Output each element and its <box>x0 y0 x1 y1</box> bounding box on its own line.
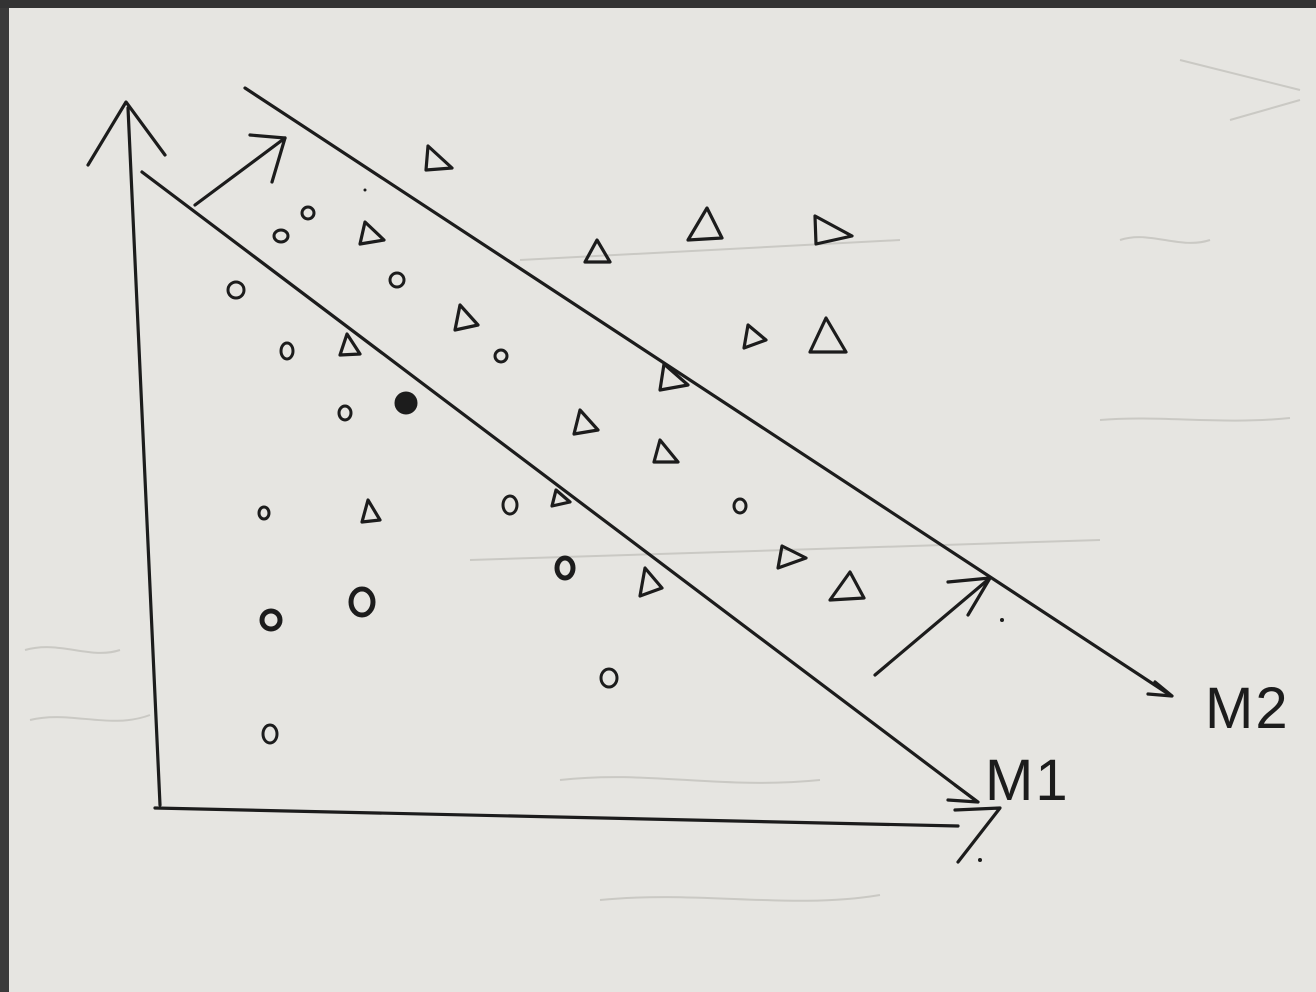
triangle-sample <box>424 144 454 172</box>
triangle-sample <box>686 206 724 242</box>
bleed-through-marks <box>24 59 1301 902</box>
shift-arrow-upper-head <box>248 133 287 184</box>
triangle-samples <box>338 144 866 602</box>
triangle-sample <box>572 408 600 436</box>
frame-left-edge <box>0 0 9 992</box>
circle-sample <box>261 723 279 745</box>
y-axis-arrowhead <box>86 100 167 167</box>
circle-sample <box>493 348 509 364</box>
triangle-sample <box>338 332 362 357</box>
circle-sample <box>554 555 576 581</box>
pen-dot <box>1000 618 1004 622</box>
triangle-sample <box>742 323 768 350</box>
label-m1: M1 <box>985 748 1070 813</box>
circle-sample <box>279 341 295 361</box>
triangle-sample <box>776 544 808 570</box>
pen-dot <box>978 858 982 862</box>
triangle-sample <box>652 438 680 464</box>
circle-sample <box>272 228 290 244</box>
label-m2: M2 <box>1205 676 1290 741</box>
circle-sample <box>259 608 283 632</box>
circle-sample <box>732 497 748 515</box>
triangle-sample <box>808 316 848 354</box>
triangle-sample <box>658 362 690 392</box>
frame-top-edge <box>0 0 1316 8</box>
boundary-m1-arrowhead <box>946 783 980 804</box>
paper-sheet: M1 M2 <box>9 8 1316 992</box>
triangle-sample <box>360 498 382 524</box>
triangle-sample <box>550 488 572 508</box>
triangle-sample <box>358 220 386 246</box>
triangle-sample <box>453 303 480 332</box>
triangle-sample <box>638 566 664 598</box>
shift-arrow-lower <box>873 576 992 677</box>
triangle-sample <box>813 214 854 246</box>
circle-sample <box>300 205 316 221</box>
shift-arrow-upper <box>193 136 287 207</box>
circle-samples <box>226 205 748 745</box>
pen-dots <box>363 188 1004 862</box>
boundary-line-m2 <box>243 86 1172 697</box>
pen-dot <box>363 188 367 192</box>
circle-sample <box>348 586 376 618</box>
circle-sample <box>388 271 406 289</box>
circle-sample <box>599 667 619 689</box>
triangle-sample <box>583 238 612 264</box>
circle-sample <box>226 280 246 300</box>
circle-sample <box>257 505 271 521</box>
circle-sample <box>337 404 353 422</box>
hand-drawn-diagram: M1 M2 <box>24 59 1301 902</box>
triangle-sample <box>828 570 866 602</box>
y-axis-line <box>126 106 162 807</box>
boundary-m2-arrowhead <box>1146 680 1174 698</box>
x-axis-line <box>153 806 960 828</box>
x-axis-arrowhead <box>953 806 1002 864</box>
circle-sample <box>501 494 519 516</box>
boundary-line-m1 <box>140 170 977 802</box>
shift-arrow-lower-head <box>946 576 992 617</box>
circle-sample <box>394 391 418 415</box>
